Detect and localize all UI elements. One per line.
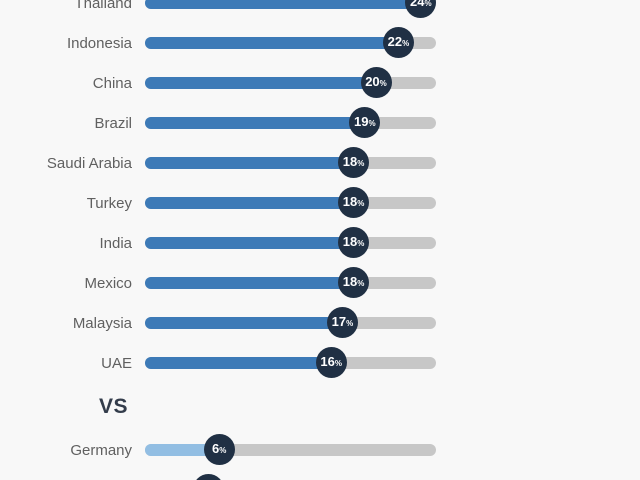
percent-sign: % <box>368 119 376 128</box>
country-label: Saudi Arabia <box>46 154 132 172</box>
value-bubble: 22% <box>382 27 414 58</box>
percent-sign: % <box>357 279 365 288</box>
value-bubble: 18% <box>338 227 370 258</box>
value-bar <box>145 444 224 456</box>
chart-row: India 18% <box>0 223 640 263</box>
percent-sign: % <box>357 239 365 248</box>
value-number: 16 <box>320 354 335 369</box>
percent-sign: % <box>334 359 342 368</box>
percent-sign: % <box>424 0 432 8</box>
percent-sign: % <box>379 79 387 88</box>
country-label: Germany <box>70 441 132 459</box>
chart-row: Brazil 19% <box>0 103 640 143</box>
value-number: 18 <box>342 234 358 249</box>
clipped-bottom-value-bubble <box>193 474 224 480</box>
chart-row: Germany 6% <box>0 430 640 470</box>
value-bar <box>145 157 358 169</box>
value-number: 18 <box>342 274 358 289</box>
country-label: China <box>92 74 132 92</box>
chart-row: China 20% <box>0 63 640 103</box>
value-number: 18 <box>342 154 358 169</box>
chart-row: Saudi Arabia 18% <box>0 143 640 183</box>
country-label: Indonesia <box>66 34 132 52</box>
percent-sign: % <box>357 159 365 168</box>
chart-row: UAE 16% <box>0 343 640 383</box>
value-number: 20 <box>365 74 380 89</box>
value-bubble: 18% <box>338 187 370 218</box>
value-number: 19 <box>354 114 369 129</box>
value-bubble: 18% <box>338 267 370 298</box>
country-label: Brazil <box>94 114 132 132</box>
country-label: India <box>99 234 132 252</box>
value-bubble: 17% <box>326 307 358 338</box>
value-bar <box>145 357 336 369</box>
value-bar <box>145 0 425 9</box>
value-bubble: 18% <box>338 147 370 178</box>
country-label: Turkey <box>86 194 132 212</box>
value-bar <box>145 77 380 89</box>
value-bubble: 16% <box>315 347 347 378</box>
value-number: 18 <box>342 194 358 209</box>
value-bar <box>145 237 358 249</box>
chart-row: Turkey 18% <box>0 183 640 223</box>
country-label: UAE <box>101 354 132 372</box>
chart-row: Malaysia 17% <box>0 303 640 343</box>
value-bubble: 24% <box>405 0 437 18</box>
value-number: 22 <box>387 34 403 49</box>
value-number: 17 <box>331 314 347 329</box>
value-bar <box>145 197 358 209</box>
percent-sign: % <box>219 446 227 455</box>
percent-sign: % <box>346 319 354 328</box>
value-bar <box>145 277 358 289</box>
chart-row: Indonesia 22% <box>0 23 640 63</box>
chart-row: Mexico 18% <box>0 263 640 303</box>
value-number: 6 <box>212 441 220 456</box>
percent-sign: % <box>357 199 365 208</box>
value-bar <box>145 117 369 129</box>
value-bubble: 20% <box>360 67 392 98</box>
chart-row: Thailand 24% <box>0 0 640 23</box>
value-bar <box>145 317 347 329</box>
value-bar <box>145 37 403 49</box>
value-bubble: 19% <box>349 107 381 138</box>
versus-separator-label: VS <box>99 395 129 418</box>
country-label: Malaysia <box>72 314 132 332</box>
value-bubble: 6% <box>203 434 235 465</box>
country-label: Thailand <box>74 0 132 12</box>
percent-sign: % <box>402 39 410 48</box>
value-number: 24 <box>410 0 425 9</box>
country-label: Mexico <box>84 274 132 292</box>
